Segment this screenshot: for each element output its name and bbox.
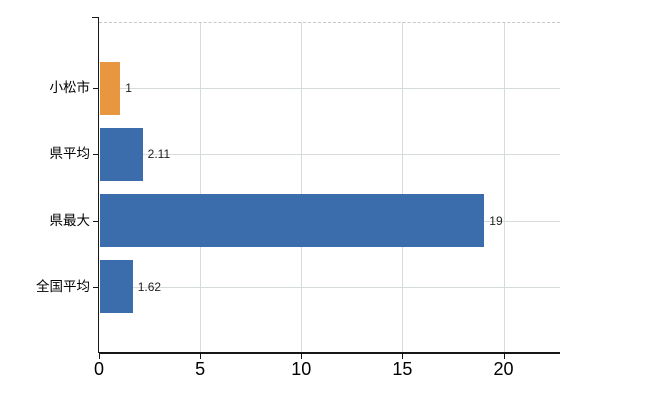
x-axis-tick-label: 0 [93,359,105,379]
gridline-vertical [402,22,404,353]
category-label: 県平均 [49,146,91,162]
bar-value-label: 1 [125,81,132,96]
x-axis-tick-label: 5 [195,359,206,379]
gridline-vertical [301,22,303,353]
plot-top-border [99,22,560,23]
x-axis-tick [301,353,303,359]
bar-highlight [100,61,121,115]
gridline-horizontal [100,286,560,288]
gridline-horizontal [100,88,560,90]
x-axis-line [99,352,560,354]
gridline-vertical [503,22,505,353]
x-axis-tick [402,353,404,359]
bar-value-label: 1.62 [137,279,162,294]
x-axis-tick [99,353,100,359]
bar-value-label: 2.11 [147,147,171,162]
gridline-vertical [200,22,202,353]
y-axis-tick [93,154,99,156]
y-axis-line [97,17,99,353]
y-axis-outer-tick [92,17,98,18]
category-label: 県最大 [49,212,91,228]
gridline-horizontal [100,154,560,156]
y-axis-tick [93,286,99,288]
y-axis-tick [93,220,99,222]
category-label: 小松市 [49,80,91,96]
bar-default [100,194,485,248]
y-axis-tick [93,88,99,90]
x-axis-tick-label: 10 [291,359,312,379]
x-axis-tick [503,353,505,359]
category-label: 全国平均 [36,278,90,294]
x-axis-tick [200,353,202,359]
bar-default [100,260,133,314]
x-axis-tick-label: 15 [392,359,413,379]
x-axis-tick-label: 20 [493,359,514,379]
bar-default [100,127,143,181]
bar-value-label: 19 [489,213,503,228]
